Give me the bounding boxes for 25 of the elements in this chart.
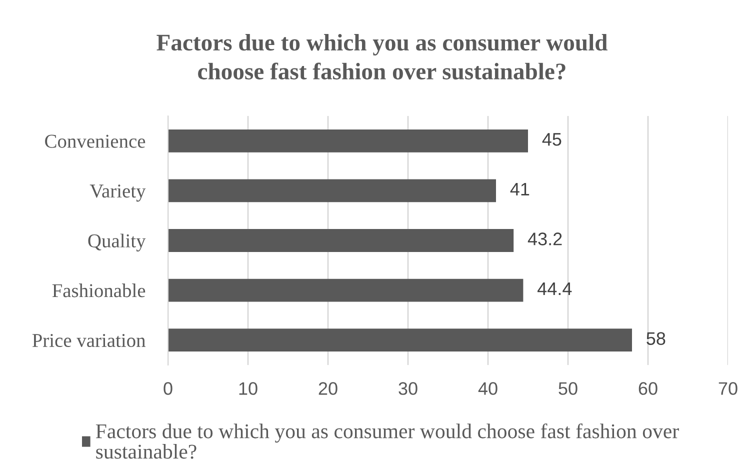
legend-label: Factors due to which you as consumer would choose fast fashion over sustainable? (96, 423, 679, 459)
y-tick-label: Price variation (32, 334, 146, 348)
bar (168, 328, 632, 352)
y-tick-label: Convenience (45, 134, 146, 148)
data-label: 43.2 (528, 232, 562, 246)
y-tick-label: Quality (88, 234, 146, 252)
data-label: 45 (542, 133, 562, 146)
bar (168, 229, 514, 252)
x-tick-label: 60 (638, 382, 658, 395)
bar (168, 278, 524, 302)
bar (168, 129, 528, 152)
x-tick-label: 20 (318, 382, 338, 395)
data-label: 41 (510, 182, 530, 196)
x-tick-label: 40 (478, 382, 498, 395)
x-tick-label: 70 (718, 382, 738, 395)
data-label: 44.4 (538, 282, 572, 295)
y-tick-label: Variety (90, 184, 146, 202)
y-tick-label: Fashionable (52, 284, 146, 298)
x-tick-label: 10 (239, 382, 258, 395)
data-label: 58 (646, 332, 666, 345)
x-tick-label: 30 (398, 382, 418, 395)
x-tick-label: 0 (164, 382, 172, 395)
bar (168, 179, 496, 202)
x-tick-label: 50 (558, 382, 578, 395)
chart-title: Factors due to which you as consumer would choose fast fashion over sustainable? (156, 34, 608, 80)
